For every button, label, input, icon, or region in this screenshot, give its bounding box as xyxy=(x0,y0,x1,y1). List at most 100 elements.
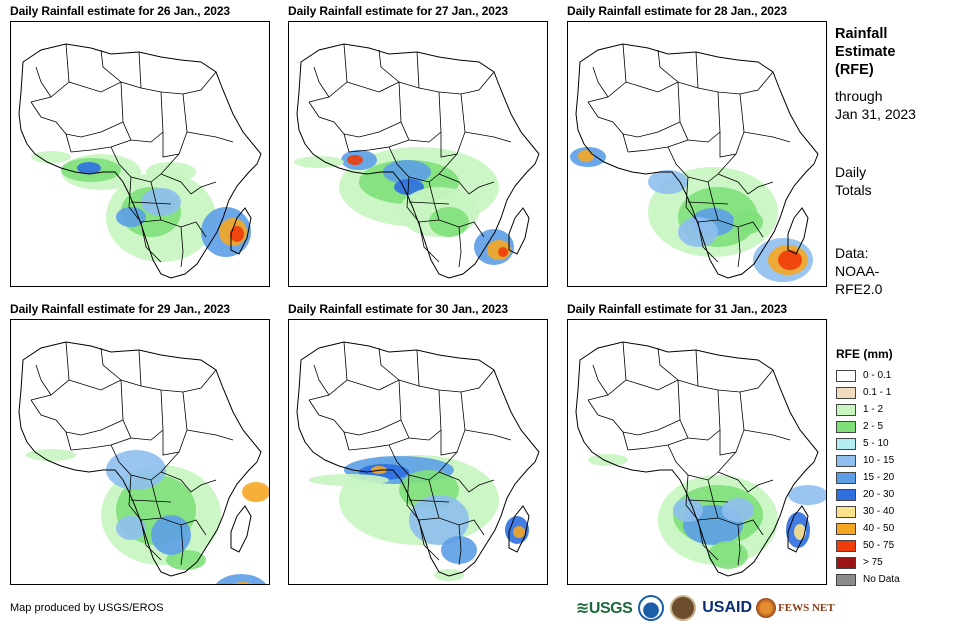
legend-swatch xyxy=(836,437,856,450)
country-border xyxy=(458,524,462,566)
country-border xyxy=(313,364,330,396)
country-border xyxy=(70,139,132,153)
rainfall-area xyxy=(722,498,754,522)
legend-swatch xyxy=(836,573,856,586)
noaa-logo xyxy=(638,595,665,621)
country-border xyxy=(128,176,162,223)
country-border xyxy=(150,479,207,536)
country-border xyxy=(717,173,774,195)
africa-coastline xyxy=(296,43,540,279)
panel-title: Daily Rainfall estimate for 31 Jan., 202… xyxy=(567,302,788,316)
title-line: Estimate xyxy=(835,44,896,60)
country-border xyxy=(68,349,142,391)
madagascar-outline xyxy=(230,207,252,255)
madagascar-outline xyxy=(508,505,530,553)
country-border xyxy=(587,43,627,103)
country-border xyxy=(627,437,689,451)
country-border xyxy=(687,499,729,503)
country-border xyxy=(458,226,462,268)
country-border xyxy=(343,379,402,436)
rainfall-area xyxy=(788,485,826,505)
daily-totals-label: Daily Totals xyxy=(835,163,872,199)
rainfall-map xyxy=(567,21,827,287)
country-border xyxy=(622,81,681,138)
fews-net-logo: FEWS NET xyxy=(756,598,835,618)
country-border xyxy=(65,379,124,436)
legend-swatch xyxy=(836,522,856,535)
panel-title: Daily Rainfall estimate for 26 Jan., 202… xyxy=(10,4,231,18)
country-border xyxy=(440,93,466,158)
country-border xyxy=(180,226,184,268)
rainfall-area xyxy=(233,582,253,584)
legend-swatch xyxy=(836,454,856,467)
map-panel-31-jan: Daily Rainfall estimate for 31 Jan., 202… xyxy=(567,302,827,585)
country-border xyxy=(140,71,217,95)
legend-item: 20 - 30 xyxy=(836,486,956,503)
rainfall-map xyxy=(288,319,548,585)
legend-label: 5 - 10 xyxy=(863,438,889,449)
legend-swatch xyxy=(836,488,856,501)
country-border xyxy=(592,364,609,396)
legend-swatch xyxy=(836,539,856,552)
rainfall-area xyxy=(146,162,196,182)
country-border xyxy=(186,131,234,143)
rainfall-area xyxy=(26,449,76,461)
agency-logos: ≋USGS USAID FEWS NET xyxy=(576,594,835,622)
country-border xyxy=(679,91,721,143)
country-border xyxy=(150,181,207,238)
country-border xyxy=(400,389,442,441)
rainfall-area xyxy=(116,207,146,227)
country-border xyxy=(346,51,420,93)
legend-label: 40 - 50 xyxy=(863,523,895,534)
daily-line: Totals xyxy=(835,182,872,198)
legend-label: 1 - 2 xyxy=(863,404,884,415)
rainfall-area xyxy=(678,217,718,247)
panel-title: Daily Rainfall estimate for 27 Jan., 202… xyxy=(288,4,509,18)
africa-coastline xyxy=(575,341,819,577)
country-border xyxy=(348,139,410,153)
country-border xyxy=(685,176,719,223)
country-border xyxy=(343,81,402,138)
country-border xyxy=(707,479,764,536)
legend-label: 0.1 - 1 xyxy=(863,387,892,398)
africa-map-svg xyxy=(570,43,819,282)
country-border xyxy=(697,71,774,95)
africa-coastline xyxy=(18,43,262,279)
country-border xyxy=(388,146,458,183)
through-label: through xyxy=(835,88,883,104)
madagascar-outline xyxy=(787,207,809,255)
country-border xyxy=(160,471,217,493)
africa-map-svg xyxy=(18,341,269,584)
country-border xyxy=(400,91,442,143)
country-border xyxy=(122,91,164,143)
country-border xyxy=(130,499,172,503)
legend-swatch xyxy=(836,556,856,569)
legend-item: > 75 xyxy=(836,554,956,571)
usgs-logo: ≋USGS xyxy=(576,600,633,617)
legend-item: 2 - 5 xyxy=(836,418,956,435)
rainfall-area xyxy=(309,474,389,486)
legend-label: 15 - 20 xyxy=(863,472,895,483)
legend-item: 1 - 2 xyxy=(836,401,956,418)
country-border xyxy=(685,474,719,521)
legend-item: 40 - 50 xyxy=(836,520,956,537)
country-border xyxy=(35,66,52,98)
madagascar-outline xyxy=(787,505,809,553)
country-border xyxy=(30,399,72,451)
country-border xyxy=(697,369,774,393)
country-border xyxy=(70,437,132,451)
country-border xyxy=(408,499,450,503)
rainfall-area xyxy=(441,536,477,564)
rainfall-map xyxy=(288,21,548,287)
country-border xyxy=(438,471,495,493)
through-value: Jan 31, 2023 xyxy=(835,106,916,122)
madagascar-outline xyxy=(230,505,252,553)
legend-label: 20 - 30 xyxy=(863,489,895,500)
country-border xyxy=(162,391,188,456)
country-border xyxy=(140,369,217,393)
country-border xyxy=(440,391,466,456)
data-source: Data: NOAA- RFE2.0 xyxy=(835,244,882,298)
legend-item: 0.1 - 1 xyxy=(836,384,956,401)
country-border xyxy=(346,349,420,391)
country-border xyxy=(697,519,719,561)
